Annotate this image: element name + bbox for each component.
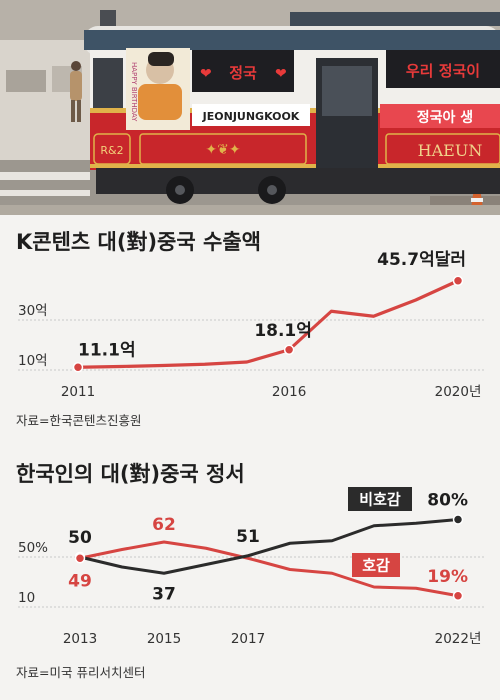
legend-tag-box	[352, 553, 400, 577]
legend-tag-label: 호감	[362, 557, 390, 575]
data-point	[452, 590, 464, 601]
data-label: 51	[236, 527, 260, 547]
y-axis-ticks: 10 50%	[18, 540, 48, 606]
right-sign-text: 우리 정국이	[406, 62, 480, 80]
data-label: 11.1억	[78, 340, 136, 360]
birthday-text: HAPPY BIRTHDAY	[130, 62, 138, 122]
sentiment-chart: 한국인의 대(對)중국 정서 10 50% 2013 2015 2017 2022년 5…	[16, 462, 484, 680]
source-note: 자료=한국콘텐츠진흥원	[16, 413, 141, 428]
pedestrian	[70, 61, 82, 122]
x-tick-label: 2016	[272, 384, 306, 400]
y-tick-label: 10억	[18, 353, 48, 369]
favorable-line	[79, 540, 459, 598]
legend-tag-box	[348, 487, 412, 511]
tram: HAPPY BIRTHDAY 정국 ❤ ❤ JEONJUNGKOOK 우리 정국…	[84, 10, 500, 204]
y-tick-label: 50%	[18, 540, 48, 556]
y-tick-label: 30억	[18, 303, 48, 319]
data-point	[74, 553, 86, 564]
gridlines	[18, 556, 484, 608]
car-brand: HAEUN	[418, 141, 483, 160]
x-tick-label: 2011	[61, 384, 95, 400]
series-lines	[72, 275, 464, 373]
x-tick-label: 2020년	[435, 384, 482, 400]
data-label: 80%	[427, 491, 468, 511]
data-point	[72, 362, 84, 373]
tram-photo: HAPPY BIRTHDAY 정국 ❤ ❤ JEONJUNGKOOK 우리 정국…	[0, 0, 500, 215]
chart-title: 한국인의 대(對)중국 정서	[16, 462, 245, 486]
legend-tag-label: 비호감	[359, 491, 401, 509]
data-label: 45.7억달러	[377, 249, 466, 270]
emblem: R&2	[100, 144, 123, 157]
export-chart: K콘텐츠 대(對)중국 수출액 10억 30억 2011 2016 2020년 11.…	[16, 230, 484, 428]
data-label: 49	[68, 571, 92, 591]
x-tick-label: 2015	[147, 631, 181, 647]
data-point	[452, 514, 464, 525]
data-label: 37	[152, 584, 176, 604]
x-tick-label: 2022년	[435, 631, 482, 647]
name-banner: JEONJUNGKOOK	[202, 110, 300, 123]
y-tick-label: 10	[18, 590, 35, 606]
series-lines	[74, 514, 464, 601]
gridlines	[18, 319, 484, 371]
data-label: 19%	[427, 567, 468, 587]
ornament-icon: ✦❦✦	[205, 142, 240, 158]
x-tick-label: 2013	[63, 631, 97, 647]
heart-sign-text: 정국	[229, 64, 257, 82]
data-label: 50	[68, 528, 92, 548]
data-labels: 50 37 51 80% 49 62 19%	[68, 491, 468, 605]
chart-title: K콘텐츠 대(對)중국 수출액	[16, 230, 261, 254]
x-axis-ticks: 2011 2016 2020년	[61, 384, 482, 400]
y-axis-ticks: 10억 30억	[18, 303, 48, 369]
unfavorable-line	[79, 518, 459, 575]
heart-icon: ❤	[275, 66, 287, 82]
data-labels: 11.1억 18.1억 45.7억달러	[78, 249, 466, 361]
pink-banner-text: 정국아 생	[417, 109, 473, 126]
data-point	[283, 344, 295, 355]
export-line	[77, 279, 459, 369]
data-label: 18.1억	[254, 321, 312, 341]
data-label: 62	[152, 515, 176, 535]
x-tick-label: 2017	[231, 631, 265, 647]
heart-icon: ❤	[200, 66, 212, 82]
x-axis-ticks: 2013 2015 2017 2022년	[63, 631, 482, 647]
source-note: 자료=미국 퓨리서치센터	[16, 665, 145, 680]
data-point	[452, 275, 464, 286]
